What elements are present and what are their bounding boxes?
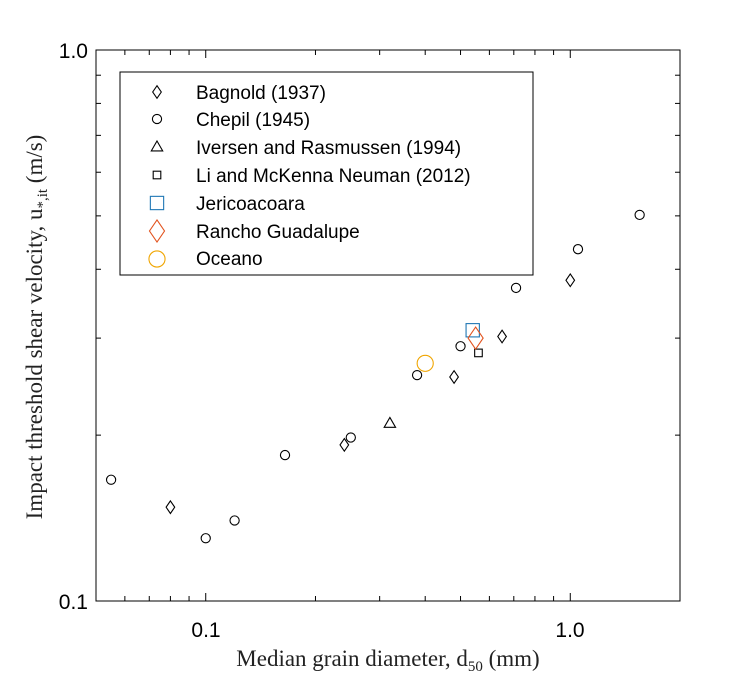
legend-symbol-1	[151, 113, 163, 125]
axis-ticks	[96, 50, 680, 601]
legend-label-2: Iversen and Rasmussen (1994)	[196, 138, 461, 159]
point-series-1-1	[200, 533, 211, 544]
point-series-1-3	[279, 449, 291, 461]
point-series-1-7	[510, 282, 522, 294]
legend-symbol-2	[150, 139, 164, 152]
legend: Bagnold (1937) Chepil (1945) Iversen and…	[119, 71, 534, 276]
data-points	[105, 209, 645, 544]
point-series-6-0	[416, 354, 434, 372]
y-tick-label-0: 0.1	[59, 591, 88, 614]
x-tick-label-0: 0.1	[191, 619, 220, 642]
point-series-1-8	[572, 244, 584, 255]
legend-label-0: Bagnold (1937)	[196, 83, 326, 104]
point-series-1-6	[455, 341, 466, 352]
point-series-3-0	[474, 348, 483, 358]
legend-label-1: Chepil (1945)	[196, 110, 310, 131]
legend-label-4: Jericoacoara	[196, 194, 305, 215]
point-series-2-0	[383, 416, 397, 428]
legend-label-5: Rancho Guadalupe	[196, 222, 360, 243]
point-series-0-0	[165, 499, 176, 515]
point-series-1-4	[345, 432, 356, 443]
legend-symbol-4	[149, 195, 165, 211]
point-series-0-3	[497, 329, 508, 344]
plot-area-frame	[95, 49, 681, 602]
point-series-1-2	[229, 515, 240, 526]
legend-label-3: Li and McKenna Neuman (2012)	[196, 166, 471, 187]
point-series-4-0	[465, 323, 480, 338]
x-tick-label-1: 1.0	[555, 619, 584, 642]
x-axis-label: Median grain diameter, d50 (mm)	[236, 646, 539, 675]
legend-symbol-3	[152, 170, 162, 180]
legend-symbols	[148, 84, 166, 268]
legend-symbol-6	[148, 250, 166, 268]
point-series-0-4	[565, 273, 576, 288]
y-axis-label: Impact threshold shear velocity, u*,it (…	[22, 135, 51, 520]
legend-label-6: Oceano	[196, 249, 263, 270]
legend-box	[119, 71, 534, 276]
point-series-0-1	[339, 437, 350, 453]
y-tick-label-1: 1.0	[59, 40, 88, 63]
point-series-1-9	[634, 209, 645, 221]
point-series-1-5	[411, 369, 423, 381]
legend-symbol-0	[152, 84, 162, 100]
point-series-5-0	[467, 326, 484, 351]
point-series-1-0	[105, 474, 117, 485]
legend-symbol-5	[148, 218, 166, 244]
point-series-0-2	[449, 369, 460, 385]
